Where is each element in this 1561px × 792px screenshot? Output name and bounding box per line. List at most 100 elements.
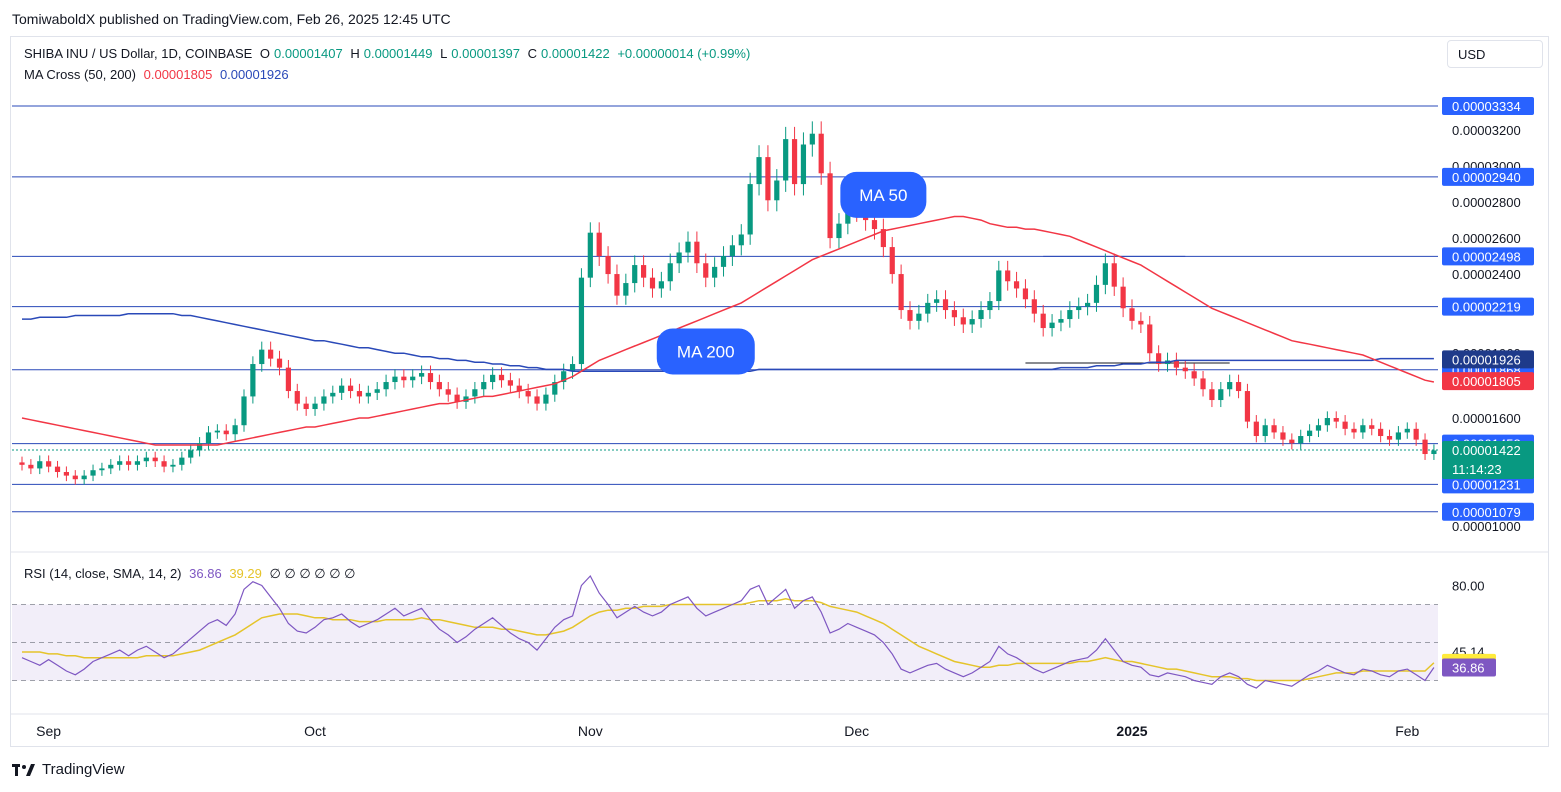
candle-body [1067, 310, 1073, 320]
candle-body [241, 396, 247, 426]
candle-body [569, 364, 576, 372]
symbol-legend[interactable]: SHIBA INU / US Dollar, 1D, COINBASE O 0.0… [24, 46, 754, 61]
candle-body [605, 256, 611, 275]
level-price-label: 0.00003334 [1452, 99, 1521, 114]
candle-body [1342, 421, 1348, 429]
candle-body [1156, 353, 1162, 365]
countdown-label: 11:14:23 [1452, 462, 1502, 477]
candle-body [383, 382, 389, 390]
candle-body [916, 313, 922, 321]
candle-body [1235, 382, 1242, 392]
candle-body [410, 376, 416, 381]
candle-body [1093, 284, 1100, 303]
candle-body [232, 425, 238, 435]
candle-body [1360, 425, 1366, 433]
tradingview-logo-icon [12, 763, 35, 776]
candle-body [19, 462, 25, 465]
candle-body [490, 374, 496, 383]
candle-body [498, 374, 505, 381]
candle-body [134, 461, 141, 465]
candle-body [996, 270, 1002, 302]
rsi-value-label: 36.86 [1452, 660, 1485, 675]
level-price-label-bg [1442, 167, 1534, 186]
candle-body [1049, 322, 1055, 329]
candle-body [445, 389, 451, 395]
candle-body [552, 382, 558, 395]
candle-body [934, 299, 940, 303]
candle-body [81, 475, 87, 480]
candle-body [54, 466, 61, 473]
low-value: 0.00001397 [451, 46, 520, 61]
candle-body [436, 382, 442, 390]
candle-body [676, 252, 682, 264]
candle-body [1173, 360, 1179, 368]
candle-body [1386, 436, 1393, 440]
candle-body [827, 173, 833, 239]
candle-body [1307, 430, 1313, 437]
candle-body [836, 223, 842, 239]
candle-body [641, 265, 647, 278]
chart-frame[interactable] [10, 36, 1549, 747]
candle-body [942, 299, 949, 311]
level-price-label-bg [1442, 297, 1534, 316]
candle-body [898, 274, 904, 311]
candle-body [1102, 263, 1108, 285]
level-price-label: 0.00002940 [1452, 170, 1521, 185]
low-key: L [440, 46, 448, 61]
candle-body [907, 310, 913, 321]
ma200-price-label-bg [1442, 350, 1534, 369]
ma-title[interactable]: MA Cross (50, 200) [24, 67, 136, 82]
candle-body [108, 464, 114, 469]
candle-body [783, 139, 789, 181]
candle-body [685, 241, 691, 253]
currency-button[interactable]: USD [1447, 40, 1543, 68]
candle-body [143, 457, 149, 462]
candle-body [72, 475, 78, 480]
rsi-title[interactable]: RSI (14, close, SMA, 14, 2) [24, 566, 182, 581]
candle-body [738, 234, 744, 246]
candle-body [525, 391, 531, 397]
candle-body [374, 389, 380, 393]
candle-body [90, 470, 96, 476]
time-axis-tick: Sep [36, 723, 61, 739]
candle-body [1227, 382, 1233, 390]
candle-body [1431, 450, 1437, 455]
candle-body [356, 391, 363, 397]
candle-body [1111, 263, 1117, 287]
candle-body [1013, 281, 1020, 289]
close-key: C [527, 46, 537, 61]
time-axis-tick: Oct [304, 723, 326, 739]
candle-body [463, 396, 469, 402]
high-value: 0.00001449 [363, 46, 433, 61]
candle-body [1182, 367, 1188, 372]
candle-body [1129, 308, 1135, 321]
level-price-label: 0.00002219 [1452, 300, 1521, 315]
candle-body [250, 364, 256, 397]
candle-body [125, 461, 132, 465]
price-axis-tick: 0.00002800 [1452, 195, 1521, 210]
candle-body [454, 394, 460, 402]
tradingview-footer[interactable]: TradingView [12, 761, 125, 778]
candle-body [729, 245, 735, 257]
candle-body [1209, 389, 1215, 401]
candle-body [507, 380, 513, 386]
candle-body [214, 430, 220, 433]
rsi-value-label-bg [1442, 658, 1496, 677]
candle-body [951, 310, 957, 318]
close-value: 0.00001422 [541, 46, 610, 61]
symbol-title[interactable]: SHIBA INU / US Dollar, 1D, COINBASE [24, 46, 253, 61]
candle-body [1395, 432, 1401, 440]
candle-body [632, 265, 638, 284]
annotation-bubble [656, 328, 755, 375]
candle-body [259, 349, 265, 365]
annotation-bubble [840, 171, 927, 218]
candle-body [419, 373, 425, 377]
candle-body [1378, 428, 1384, 437]
candle-body [161, 461, 167, 467]
candle-body [1351, 428, 1357, 433]
ma-legend[interactable]: MA Cross (50, 200) 0.00001805 0.00001926 [24, 67, 293, 82]
rsi-legend[interactable]: RSI (14, close, SMA, 14, 2) 36.86 39.29 … [24, 566, 360, 582]
candle-body [1244, 391, 1251, 422]
ma50-value: 0.00001805 [143, 67, 213, 82]
